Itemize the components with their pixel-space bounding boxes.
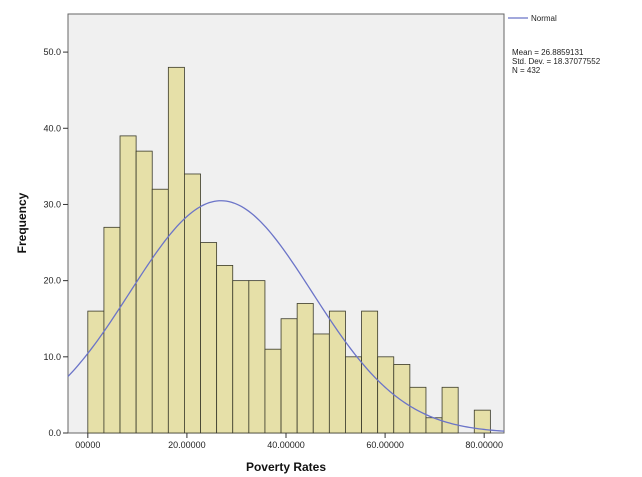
histogram-bar — [264, 348, 282, 434]
histogram-bar — [345, 356, 362, 434]
histogram-bar — [135, 150, 153, 434]
y-tick-label: 10.0 — [43, 352, 61, 362]
histogram-bar — [216, 264, 234, 434]
x-tick-label: 20.00000 — [168, 440, 206, 450]
histogram-bar — [103, 226, 121, 434]
histogram-bar — [377, 356, 395, 434]
x-axis-title: Poverty Rates — [246, 460, 326, 474]
y-tick-label: 40.0 — [43, 123, 61, 133]
x-tick-label: 00000 — [75, 440, 100, 450]
legend: Normal Mean = 26.8859131 Std. Dev. = 18.… — [508, 14, 601, 75]
x-axis: 00000 20.00000 40.00000 60.00000 80.00000 — [75, 433, 503, 450]
histogram-bar — [393, 364, 411, 434]
histogram-bar — [232, 280, 250, 434]
histogram-bar — [151, 188, 169, 434]
y-tick-label: 30.0 — [43, 199, 61, 209]
y-tick-label: 0.0 — [48, 428, 61, 438]
y-axis-title: Frequency — [15, 192, 29, 253]
histogram-bar — [119, 135, 137, 434]
legend-mean: Mean = 26.8859131 — [512, 48, 584, 57]
histogram-bar — [248, 280, 266, 434]
y-tick-label: 20.0 — [43, 276, 61, 286]
y-axis: 0.0 10.0 20.0 30.0 40.0 50.0 — [43, 47, 68, 438]
x-tick-label: 40.00000 — [267, 440, 305, 450]
histogram-bar — [87, 310, 105, 434]
histogram-bar — [441, 386, 459, 434]
x-tick-label: 80.00000 — [465, 440, 503, 450]
legend-std-dev: Std. Dev. = 18.37077552 — [512, 57, 601, 66]
histogram-bar — [167, 66, 185, 434]
normal-curve — [67, 200, 505, 432]
y-tick-label: 50.0 — [43, 47, 61, 57]
histogram-bar — [296, 303, 314, 434]
histogram-bar — [473, 409, 491, 434]
legend-normal-label: Normal — [531, 14, 557, 23]
histogram-bar — [184, 173, 201, 434]
histogram-bars — [87, 66, 491, 434]
x-tick-label: 60.00000 — [366, 440, 404, 450]
histogram-bar — [280, 318, 298, 434]
histogram-bar — [312, 333, 330, 434]
histogram-bar — [200, 242, 218, 434]
legend-n: N = 432 — [512, 66, 541, 75]
